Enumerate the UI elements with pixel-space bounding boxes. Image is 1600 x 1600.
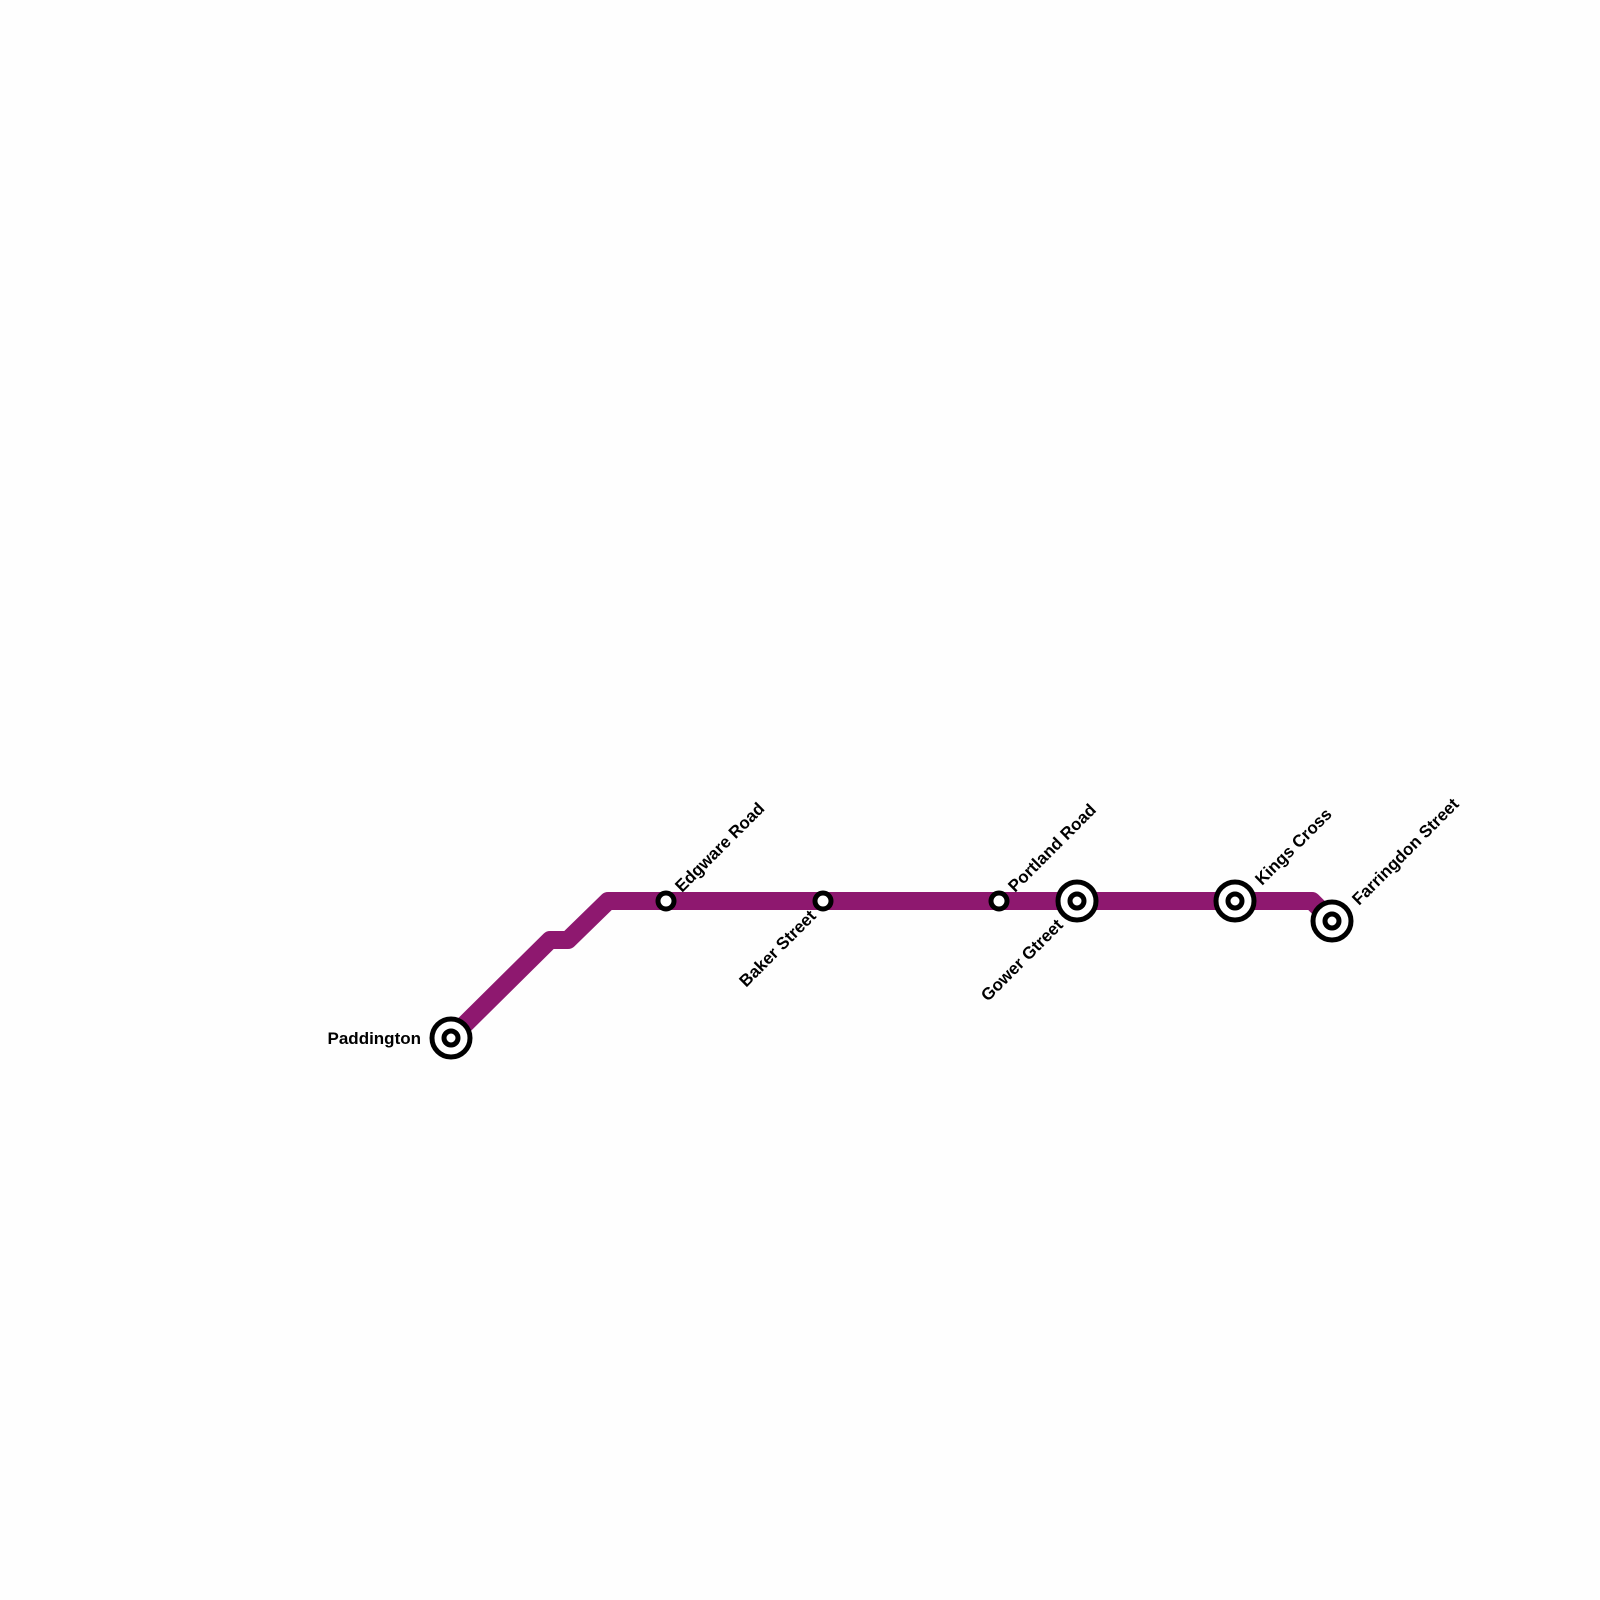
station-label: Edgware Road: [671, 799, 768, 896]
station-paddington[interactable]: Paddington: [328, 1016, 473, 1060]
interchange-inner-icon: [1225, 891, 1245, 911]
interchange-inner-icon: [441, 1028, 461, 1048]
station-label: Paddington: [328, 1029, 421, 1048]
station-label: Farringdon Street: [1348, 794, 1463, 909]
station-label: Kings Cross: [1251, 805, 1335, 889]
station-label: Gower Gtreet: [977, 915, 1067, 1005]
station-icon: [812, 890, 834, 912]
station-icon: [655, 890, 677, 912]
interchange-inner-icon: [1322, 911, 1342, 931]
metro-line: [442, 892, 1341, 1047]
station-icon: [988, 890, 1010, 912]
station-farringdon-street[interactable]: Farringdon Street: [1310, 794, 1463, 943]
station-label: Baker Street: [736, 906, 821, 991]
interchange-inner-icon: [1067, 891, 1087, 911]
